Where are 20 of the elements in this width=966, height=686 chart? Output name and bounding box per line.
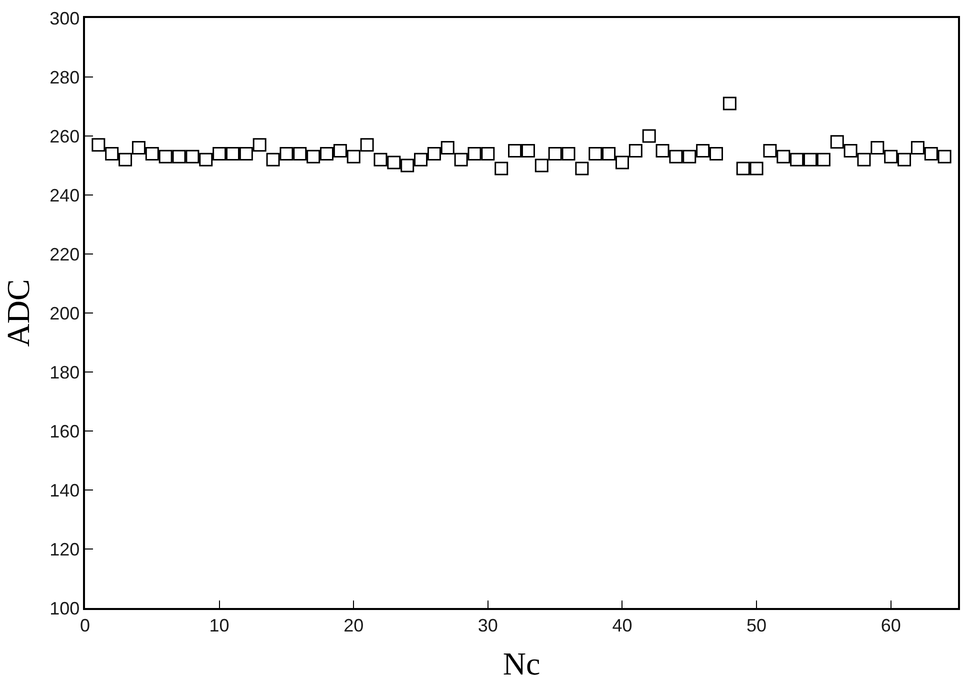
y-tick-label: 140 [50, 480, 80, 500]
x-tick-label: 10 [209, 615, 230, 636]
y-tick-label: 260 [50, 126, 80, 146]
x-axis-title: Nc [502, 646, 540, 682]
x-tick-label: 60 [880, 615, 901, 636]
x-tick-label: 0 [80, 615, 90, 636]
y-tick-label: 120 [50, 539, 80, 560]
y-tick-label: 180 [50, 362, 80, 382]
y-tick-label: 160 [50, 421, 80, 442]
x-tick-label: 40 [612, 615, 632, 636]
x-tick-label: 20 [344, 615, 364, 636]
y-tick-label: 300 [50, 8, 80, 28]
y-tick-label: 220 [50, 244, 80, 264]
x-tick-label: 50 [746, 615, 767, 636]
y-tick-label: 280 [50, 67, 80, 88]
x-tick-label: 30 [478, 615, 498, 636]
y-tick-label: 240 [50, 185, 80, 206]
y-axis-title: ADC [0, 279, 36, 347]
y-tick-label: 200 [50, 303, 80, 324]
y-tick-label: 100 [50, 598, 80, 618]
